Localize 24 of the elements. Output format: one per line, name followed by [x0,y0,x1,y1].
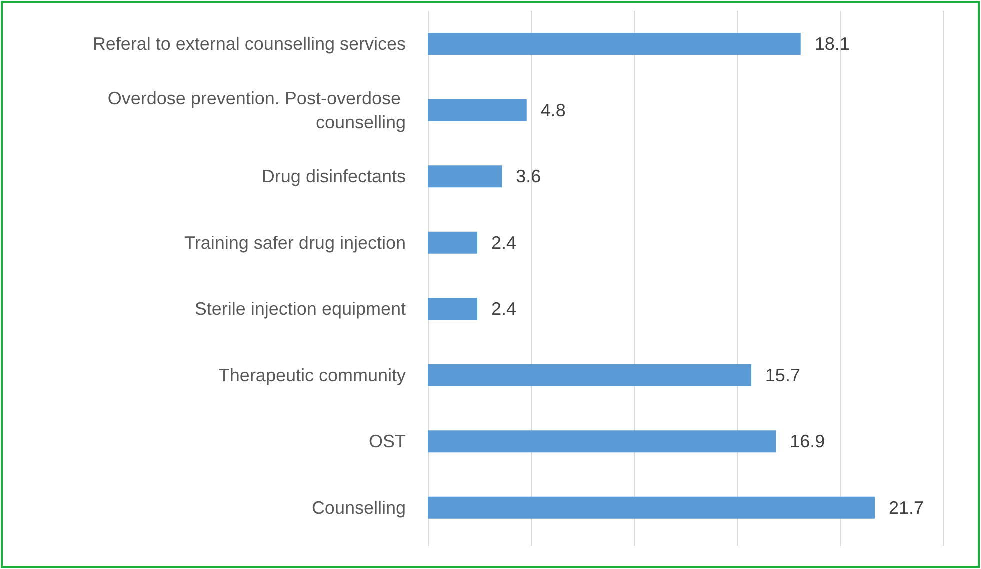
y-tick-label: Referal to external counselling services [92,34,406,54]
data-label: 2.4 [491,299,516,320]
y-tick-label: Training safer drug injection [184,232,406,253]
bar [428,166,502,188]
data-label: 3.6 [516,166,542,187]
data-label: 15.7 [765,365,800,386]
data-label: 21.7 [889,498,924,518]
bar [428,33,801,56]
y-tick-label: Sterile injection equipment [194,299,406,320]
y-tick-label: Overdose prevention. Post-overdose counselling [108,88,406,132]
bar [428,364,752,386]
y-tick-label: OST [368,432,406,452]
y-tick-label: Counselling [312,498,406,518]
bar [428,232,478,254]
data-label: 2.4 [491,232,516,253]
bar [428,99,527,122]
bar [428,430,776,453]
y-tick-label: Drug disinfectants [262,166,406,187]
bar [428,298,478,320]
y-tick-label: Therapeutic community [218,365,406,386]
bar [428,496,876,519]
data-label: 4.8 [540,100,566,120]
data-label: 16.9 [790,432,826,452]
data-label: 18.1 [814,34,850,54]
